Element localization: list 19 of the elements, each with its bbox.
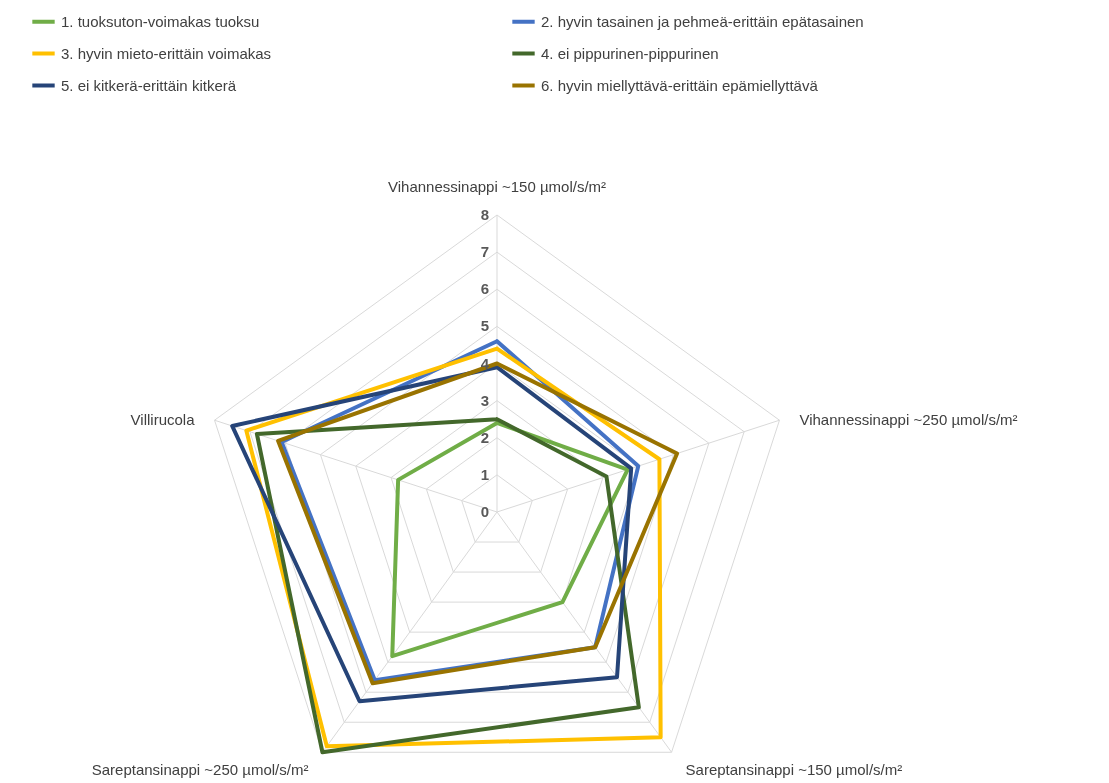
y-tick-label: 3: [480, 391, 489, 409]
spoke-label: Sareptansinappi ~150 µmol/s/m²: [685, 761, 903, 779]
spoke-label: Villirucola: [130, 411, 196, 429]
y-tick-label: 7: [480, 243, 489, 261]
legend-label: 5. ei kitkerä-erittäin kitkerä: [61, 76, 237, 94]
legend-label: 2. hyvin tasainen ja pehmeä-erittäin epätasainen: [541, 12, 864, 30]
y-tick-label: 1: [480, 465, 489, 483]
y-tick-label: 2: [480, 428, 489, 446]
spoke-label: Vihannessinappi ~250 µmol/s/m²: [799, 411, 1018, 429]
legend-label: 4. ei pippurinen-pippurinen: [541, 44, 719, 62]
spoke-label: Vihannessinappi ~150 µmol/s/m²: [387, 178, 607, 195]
spoke-label: Sareptansinappi ~250 µmol/s/m²: [91, 761, 309, 779]
y-tick-label: 8: [480, 206, 489, 223]
legend-label: 1. tuoksuton-voimakas tuoksu: [61, 12, 260, 30]
y-tick-label: 5: [480, 317, 489, 335]
legend-label: 3. hyvin mieto-erittäin voimakas: [61, 44, 272, 62]
y-tick-label: 6: [480, 280, 489, 298]
legend-label: 6. hyvin miellyttävä-erittäin epämiellyttävä: [541, 76, 819, 94]
y-tick-label: 0: [480, 503, 489, 520]
